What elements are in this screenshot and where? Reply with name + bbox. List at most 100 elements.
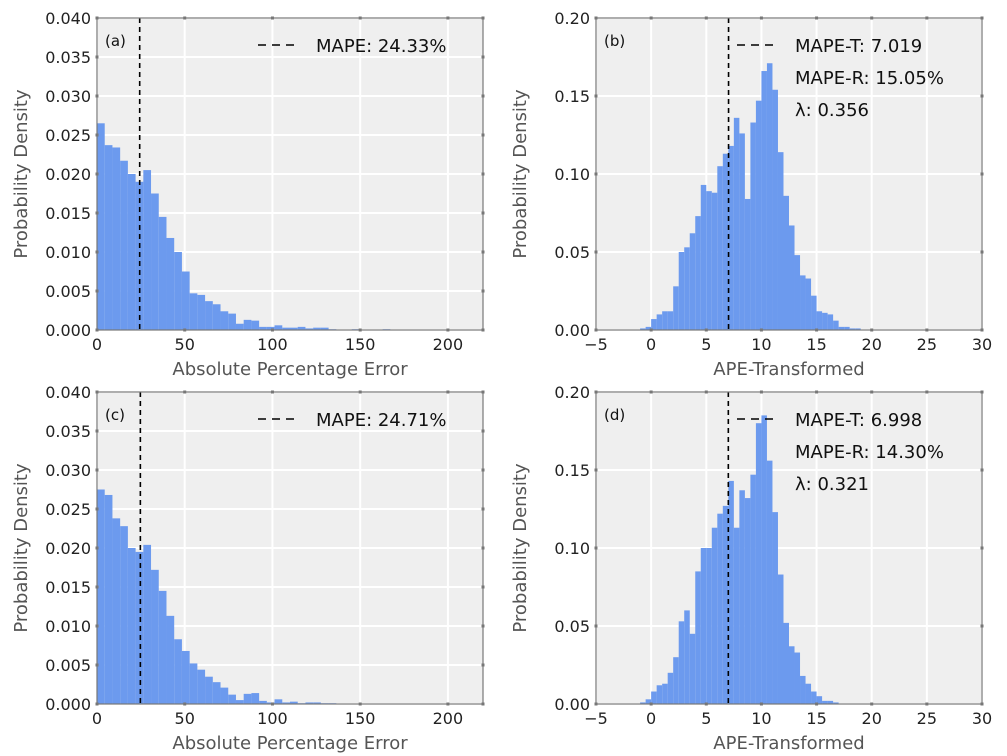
histogram-bar: [678, 252, 685, 330]
legend-text-lambda: λ: 0.321: [795, 474, 869, 495]
histogram-bar: [135, 551, 144, 704]
histogram-bar: [228, 313, 236, 330]
y-tick-label: 0.010: [45, 243, 91, 262]
panel-label: (b): [604, 32, 625, 50]
tick-mark: [980, 250, 984, 254]
histogram-bar: [662, 683, 668, 704]
x-axis-label: APE-Transformed: [713, 733, 864, 754]
histogram-bar: [228, 694, 236, 704]
histogram-bar: [750, 122, 756, 331]
histogram-bars: [97, 489, 337, 704]
tick-mark: [481, 328, 485, 332]
tick-mark: [594, 390, 598, 394]
histogram-bar: [282, 327, 290, 330]
x-tick-label: −5: [584, 709, 608, 728]
x-tick-label: 0: [646, 709, 656, 728]
tick-mark: [95, 211, 99, 215]
tick-mark: [270, 16, 274, 20]
x-tick-labels: −5 0 5 10 15 20 25 30: [584, 335, 992, 354]
x-tick-label: 150: [345, 335, 376, 354]
histogram-bar: [266, 702, 275, 704]
legend-text-mape-t: MAPE-T: 7.019: [795, 36, 922, 57]
histogram-bar: [706, 548, 712, 704]
histogram-bar: [728, 145, 734, 330]
tick-mark: [481, 663, 485, 667]
tick-mark: [183, 16, 187, 20]
histogram-bar: [794, 652, 801, 704]
histogram-bar: [290, 701, 298, 704]
tick-mark: [95, 702, 99, 706]
histogram-bars: [640, 63, 861, 331]
legend-text-mape-t: MAPE-T: 6.998: [795, 410, 922, 431]
tick-mark: [980, 328, 984, 332]
y-tick-label: 0.20: [554, 9, 590, 28]
histogram-bar: [822, 700, 828, 704]
tick-mark: [649, 16, 653, 20]
x-tick-label: 10: [751, 709, 771, 728]
x-tick-label: 0: [646, 335, 656, 354]
x-tick-label: 30: [972, 709, 992, 728]
tick-mark: [815, 702, 819, 706]
histogram-bar: [651, 691, 657, 704]
tick-mark: [815, 328, 819, 332]
histogram-bar: [678, 621, 685, 704]
y-axis-label: Probability Density: [11, 89, 32, 259]
histogram-bar: [777, 152, 784, 330]
tick-mark: [925, 390, 929, 394]
x-tick-label: 200: [433, 335, 464, 354]
histogram-bar: [800, 675, 806, 704]
x-tick-label: 50: [175, 709, 195, 728]
tick-mark: [95, 468, 99, 472]
panel-b: −5 0 5 10 15 20 25 30 0.000.050.100.150.20 (b) …: [510, 9, 992, 380]
panel-label: (d): [604, 406, 625, 424]
legend: MAPE-T: 7.019 MAPE-R: 15.05% λ: 0.356: [737, 36, 944, 121]
y-tick-label: 0.010: [45, 617, 91, 636]
histogram-bar: [97, 123, 105, 330]
legend: MAPE: 24.33%: [258, 36, 447, 57]
tick-mark: [481, 507, 485, 511]
histogram-bar: [189, 293, 198, 330]
y-tick-label: 0.020: [45, 539, 91, 558]
x-tick-label: 0: [92, 335, 102, 354]
histogram-bar: [282, 702, 290, 704]
y-tick-label: 0.040: [45, 9, 91, 28]
histogram-bar: [235, 323, 244, 330]
y-tick-label: 0.040: [45, 383, 91, 402]
histogram-bar: [112, 518, 121, 704]
y-tick-label: 0.000: [45, 695, 91, 714]
histogram-bar: [755, 423, 762, 704]
y-tick-label: 0.00: [554, 695, 590, 714]
histogram-bar: [755, 100, 762, 331]
tick-mark: [481, 16, 485, 20]
tick-mark: [358, 328, 362, 332]
histogram-bar: [251, 320, 260, 330]
x-tick-label: 25: [917, 335, 937, 354]
legend-text-mape-r: MAPE-R: 15.05%: [795, 68, 944, 89]
tick-mark: [270, 702, 274, 706]
histogram-bar: [739, 133, 745, 330]
histogram-bar: [673, 657, 679, 704]
x-tick-labels: 0 50 100 150 200: [92, 709, 463, 728]
panel-a: 0 50 100 150 200 0.0000.0050.0100.0150.0200.…: [11, 9, 485, 380]
y-tick-label: 0.025: [45, 126, 91, 145]
y-tick-labels: 0.00 0.05 0.10 0.15 0.20: [554, 9, 590, 340]
histogram-bar: [259, 326, 267, 330]
tick-mark: [446, 390, 450, 394]
tick-mark: [980, 546, 984, 550]
histogram-bar: [274, 699, 283, 704]
y-axis-label: Probability Density: [510, 463, 531, 633]
legend-text-mape-r: MAPE-R: 14.30%: [795, 442, 944, 463]
histogram-bar: [750, 474, 756, 704]
x-tick-label: 50: [175, 335, 195, 354]
y-tick-label: 0.00: [554, 321, 590, 340]
tick-mark: [358, 16, 362, 20]
tick-mark: [95, 663, 99, 667]
tick-mark: [704, 390, 708, 394]
y-tick-labels: 0.000 0.005 0.010 0.015 0.020 0.025 0.030 0.035…: [45, 383, 91, 714]
y-tick-label: 0.000: [45, 321, 91, 340]
tick-marks: [95, 390, 485, 706]
tick-mark: [95, 250, 99, 254]
histogram-bar: [151, 569, 159, 704]
histogram-bar: [97, 489, 105, 704]
tick-mark: [481, 390, 485, 394]
